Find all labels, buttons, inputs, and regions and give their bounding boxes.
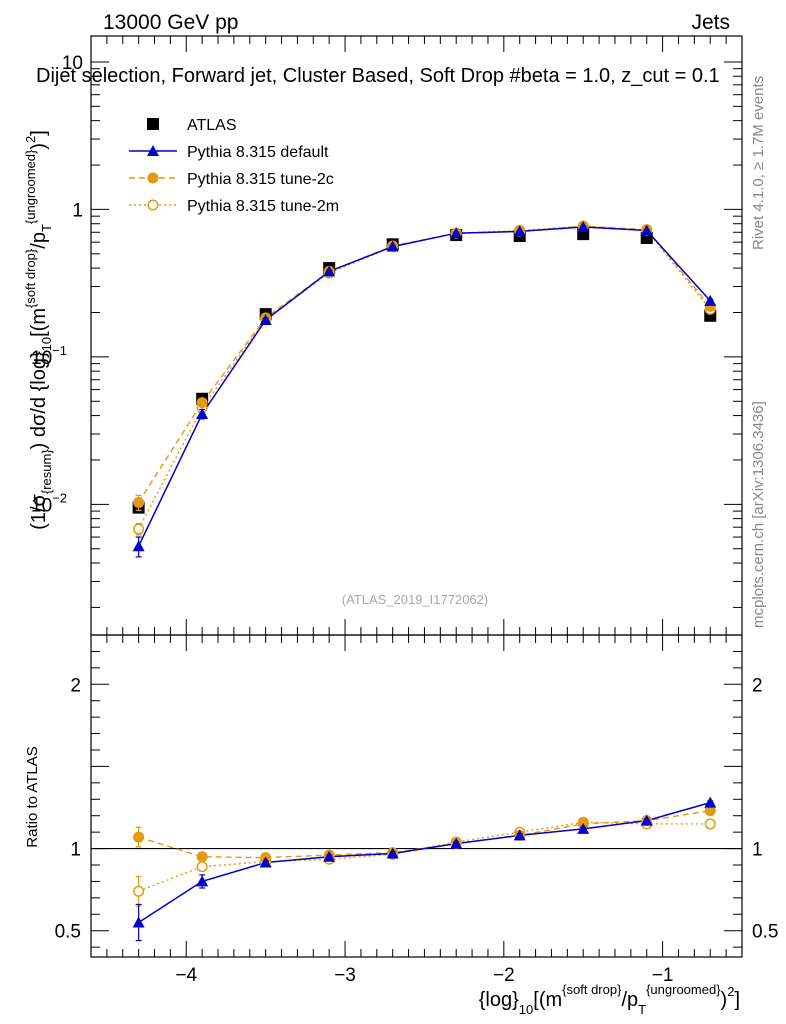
main-tune2m-point [133,523,145,535]
legend-tune2m-label: Pythia 8.315 tune-2m [187,198,339,215]
legend: ATLAS Pythia 8.315 default Pythia 8.315 tu… [129,117,339,215]
ratio-default-point [386,847,399,859]
ratio-tune2m-line [138,821,711,892]
main-tune2c-point [133,496,145,508]
main-tune2c-point [196,397,208,409]
ratio-default-point [577,822,590,834]
legend-atlas-label: ATLAS [187,117,237,134]
main-y-tick-label: 1 [72,200,83,221]
ratio-default-point [323,850,336,862]
main-default-point [450,227,463,239]
legend-default-label: Pythia 8.315 default [187,144,329,161]
header-jets-label: Jets [691,11,730,34]
legend-tune2c-marker [147,172,159,184]
ratio-tune2c-point [133,831,145,843]
main-default-point [132,540,145,552]
plot-title: Dijet selection, Forward jet, Cluster Ba… [36,65,720,87]
main-default-point [259,313,272,325]
ratio-default-point [640,814,653,826]
analysis-watermark: (ATLAS_2019_I1772062) [342,592,488,607]
ratio-y-axis-label: Ratio to ATLAS [24,746,41,847]
main-default-point [640,224,653,236]
main-default-point [196,407,209,419]
ratio-panel-series [132,796,717,942]
ratio-y-tick-label: 0.5 [55,922,81,943]
main-default-line [137,226,711,547]
x-axis-label: {log}10[(m{soft drop}/pT{ungroomed})2] [479,982,740,1017]
mcplots-reference-label: mcplots.cern.ch [arXiv:1306.3436] [750,401,767,628]
ratio-axis-ticks: 0.5 0.5 1 1 2 2 −4 −3 −2 −1 [55,635,778,986]
ratio-tune2c-line [138,810,711,859]
ratio-default-point [259,856,272,868]
ratio-default-point [196,875,209,887]
main-default-point [704,294,717,306]
ratio-y-tick-label: 1 [70,840,81,861]
legend-default-marker [147,145,159,156]
main-y-axis-label: (1/σ{resum}) dσ/d {log}10[(m{soft drop}/… [23,130,54,530]
ratio-default-point [132,916,145,928]
x-tick-label: −4 [175,965,197,986]
main-default-point [577,221,590,233]
main-default-point [513,225,526,237]
main-panel-series [132,220,717,558]
main-default-point [323,265,336,277]
x-tick-label: −3 [334,965,356,986]
ratio-panel-frame [90,634,743,958]
ratio-y-tick-label-right: 0.5 [752,922,778,943]
x-tick-label: −2 [493,965,515,986]
ratio-y-tick-label-right: 2 [752,675,763,696]
ratio-tune2m-point [704,818,716,830]
main-tune2c-line [138,225,711,503]
rivet-version-label: Rivet 4.1.0, ≥ 1.7M events [750,76,767,250]
ratio-default-line [138,801,711,924]
ratio-tune2m-point [133,885,145,897]
legend-atlas-marker [147,118,159,130]
ratio-default-point [704,796,717,808]
x-tick-label: −1 [652,965,674,986]
legend-tune2m-marker [147,199,159,211]
ratio-tune2m-point [196,861,208,873]
ratio-default-point [450,837,463,849]
ratio-tune2c-point [704,805,716,817]
ratio-tune2c-point [196,851,208,863]
main-y-tick-label: 10 [62,53,83,74]
legend-tune2c-label: Pythia 8.315 tune-2c [187,171,334,188]
ratio-default-point [513,829,526,841]
header-energy-label: 13000 GeV pp [103,11,238,34]
ratio-y-tick-label-right: 1 [752,840,763,861]
main-tune2m-line [137,225,711,530]
ratio-y-tick-label: 2 [70,675,81,696]
main-default-point [386,240,399,252]
